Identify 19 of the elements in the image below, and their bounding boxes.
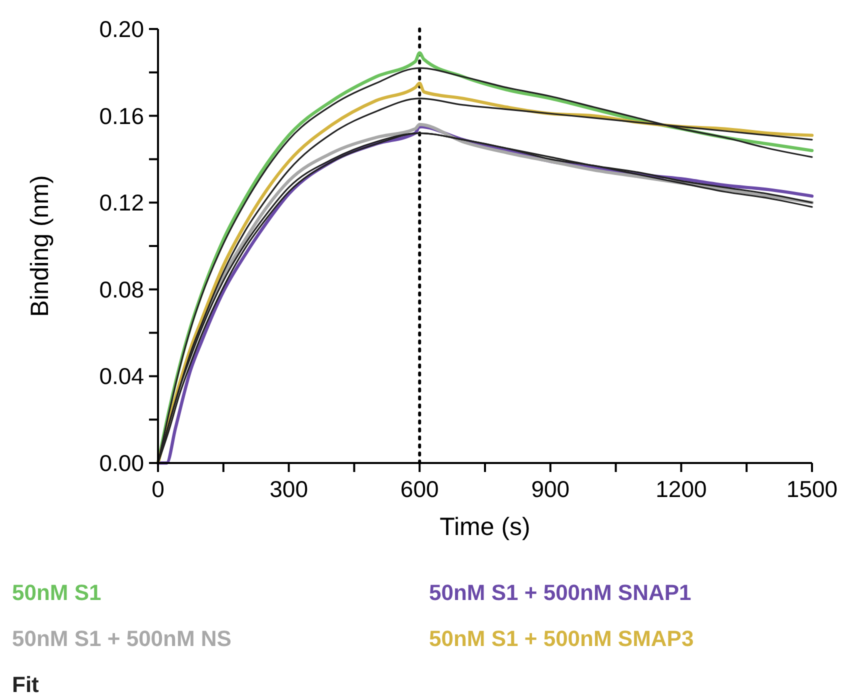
text: Fit <box>12 672 40 697</box>
text: 50nM S1 + 500nM SMAP3 <box>429 626 694 651</box>
x-tick-label: 1500 <box>786 476 838 502</box>
x-tick-label: 1200 <box>656 476 707 502</box>
x-tick-label: 0 <box>152 476 164 502</box>
x-axis-title: Time (s) <box>440 513 530 541</box>
y-axis-title: Binding (nm) <box>26 175 54 317</box>
x-tick-label: 900 <box>531 476 570 502</box>
x-tick-label: 600 <box>400 476 439 502</box>
text: 50nM S1 + 500nM SNAP1 <box>429 580 692 605</box>
y-tick-label: 0.00 <box>99 450 144 476</box>
text: 50nM S1 <box>12 580 102 605</box>
y-tick-label: 0.08 <box>99 276 144 302</box>
y-tick-label: 0.04 <box>99 363 144 390</box>
y-tick-label: 0.20 <box>99 16 144 42</box>
y-tick-label: 0.12 <box>99 190 144 216</box>
x-tick-label: 300 <box>270 476 308 502</box>
text: 50nM S1 + 500nM NS <box>12 626 232 651</box>
y-tick-label: 0.16 <box>99 102 144 129</box>
